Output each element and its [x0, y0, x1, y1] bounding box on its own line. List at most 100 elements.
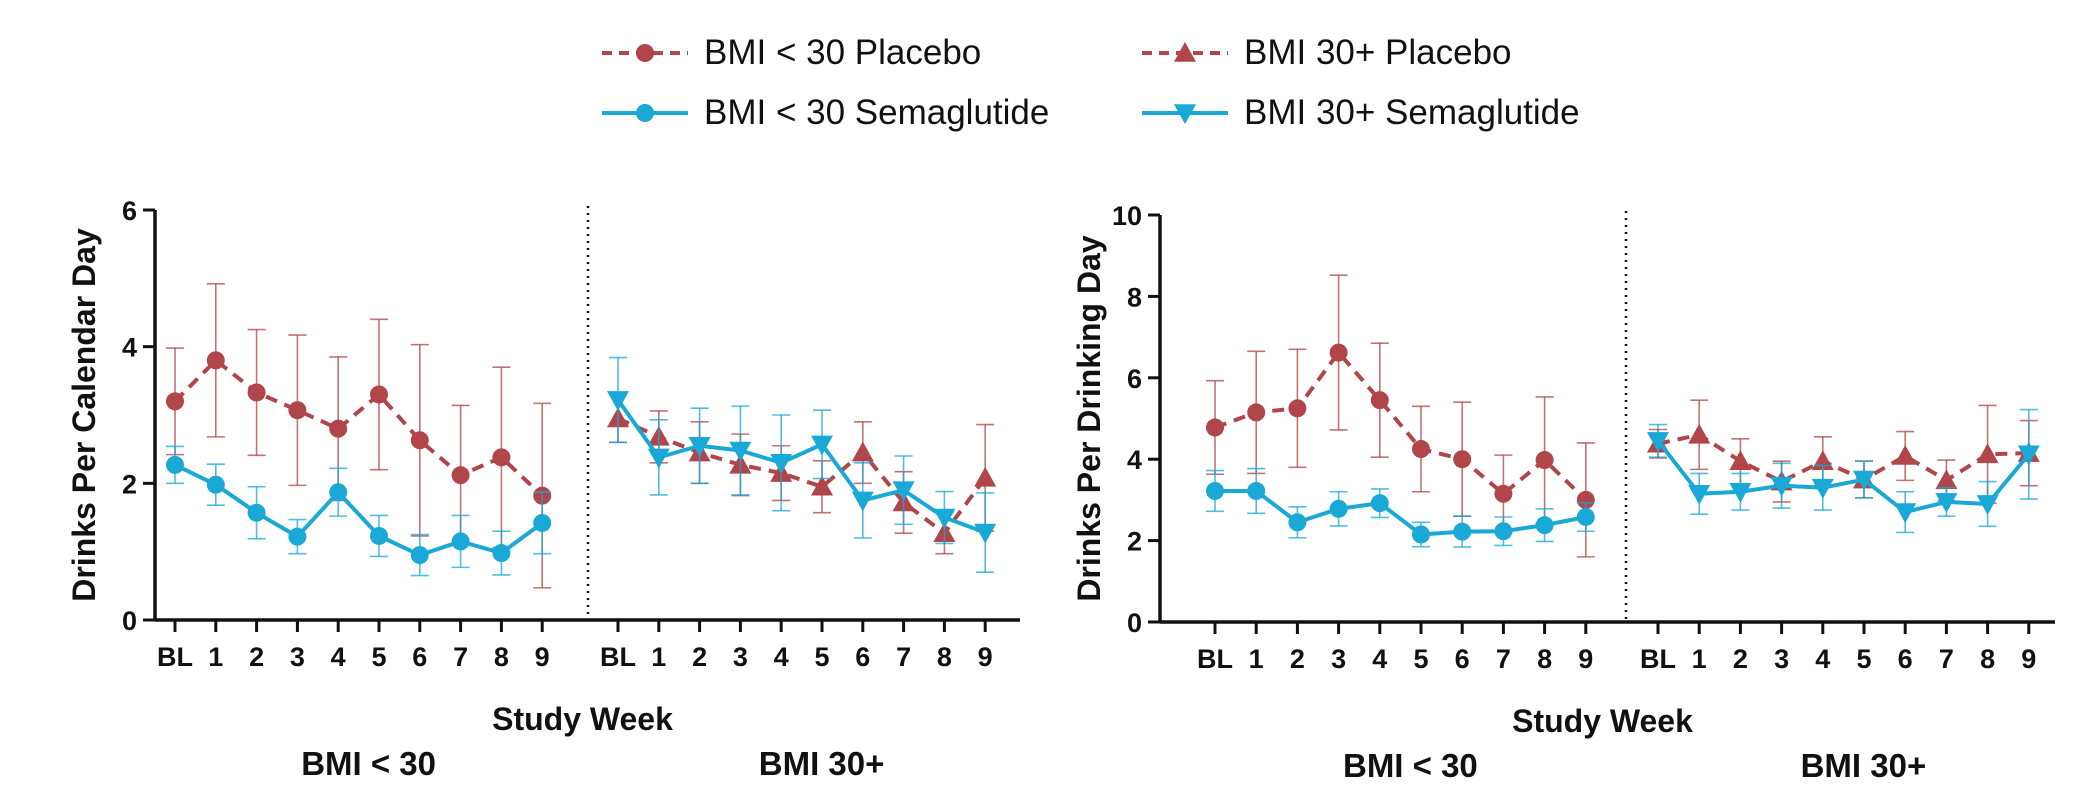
x-tick-label: 2: [249, 642, 264, 672]
data-point: [729, 441, 752, 462]
y-axis-title: Drinks Per Drinking Day: [1071, 235, 1107, 602]
series: [166, 445, 552, 577]
x-tick-label: 7: [1496, 644, 1511, 674]
data-point: [974, 523, 997, 544]
x-tick-label: 3: [1331, 644, 1346, 674]
x-tick-label: 6: [855, 642, 870, 672]
y-tick-label: 4: [122, 333, 137, 363]
data-point: [166, 392, 184, 411]
data-point: [1976, 495, 1999, 515]
x-tick-label: 4: [331, 642, 346, 672]
data-point: [1976, 443, 1999, 464]
data-point: [607, 391, 629, 411]
y-tick-label: 2: [122, 469, 137, 499]
x-tick-label: 9: [2021, 644, 2036, 674]
data-point: [247, 503, 266, 522]
x-tick-label: 2: [692, 642, 707, 672]
data-point: [1288, 399, 1307, 418]
data-point: [1576, 490, 1595, 509]
x-tick-label: 1: [1692, 644, 1707, 674]
x-tick-label: 6: [1455, 644, 1470, 674]
x-tick-label: 3: [733, 642, 748, 672]
data-point: [206, 475, 225, 494]
series-line: [617, 416, 987, 536]
x-tick-label: 5: [1856, 644, 1871, 674]
data-point: [1206, 418, 1224, 437]
data-point: [1935, 493, 1958, 513]
x-tick-label: 8: [1537, 644, 1552, 674]
x-tick-label: 5: [1413, 644, 1428, 674]
series-line: [174, 463, 544, 558]
y-axis-title: Drinks Per Calendar Day: [66, 228, 102, 602]
data-point: [1370, 391, 1389, 410]
legend-label: BMI < 30 Semaglutide: [704, 93, 1050, 132]
series: [607, 393, 997, 555]
x-tick-label: 6: [1898, 644, 1913, 674]
legend-label: BMI 30+ Placebo: [1244, 33, 1512, 72]
data-point: [1370, 494, 1389, 513]
data-point: [1288, 513, 1307, 532]
y-tick-label: 4: [1127, 445, 1142, 475]
data-point: [688, 436, 711, 457]
group-label: BMI < 30: [1343, 747, 1478, 784]
x-tick-label: 2: [1733, 644, 1748, 674]
x-tick-label: 8: [1980, 644, 1995, 674]
data-point: [770, 454, 793, 474]
data-point: [1329, 499, 1348, 518]
x-axis-title: Study Week: [1512, 703, 1693, 739]
x-tick-label: 1: [651, 642, 666, 672]
data-point: [288, 401, 307, 420]
data-point: [1535, 451, 1554, 470]
data-point: [492, 448, 511, 467]
data-point: [288, 527, 307, 546]
data-point: [166, 455, 184, 474]
x-tick-label: 2: [1290, 644, 1305, 674]
legend-swatch: [1142, 42, 1228, 62]
series: [1206, 467, 1595, 548]
data-point: [1206, 481, 1224, 500]
legend-label: BMI 30+ Semaglutide: [1244, 93, 1580, 132]
series-line: [1215, 488, 1587, 537]
data-point: [851, 491, 874, 512]
data-point: [1770, 476, 1793, 497]
x-tick-label: 1: [1249, 644, 1264, 674]
legend-swatch: [602, 44, 688, 62]
y-tick-label: 6: [1127, 364, 1142, 394]
data-point: [1494, 484, 1513, 503]
data-point: [1247, 403, 1266, 422]
data-point: [811, 435, 833, 456]
x-tick-label: 4: [1372, 644, 1387, 674]
legend-item: BMI 30+ Placebo: [1140, 28, 1512, 78]
legend-label: BMI < 30 Placebo: [704, 33, 982, 72]
x-tick-label: 8: [937, 642, 952, 672]
data-point: [1688, 484, 1711, 505]
data-point: [1894, 444, 1917, 465]
series-line: [1214, 350, 1588, 502]
series: [166, 282, 552, 589]
x-tick-label: 5: [814, 642, 829, 672]
legend-marker: [1174, 104, 1196, 124]
x-tick-label: BL: [157, 642, 193, 672]
x-tick-label: 8: [494, 642, 509, 672]
x-tick-label: 9: [535, 642, 550, 672]
x-tick-label: 4: [774, 642, 789, 672]
data-point: [492, 544, 511, 563]
data-point: [533, 513, 552, 532]
legend-item: BMI < 30 Placebo: [600, 28, 981, 78]
data-point: [1811, 478, 1834, 499]
data-point: [206, 351, 225, 370]
x-tick-label: 1: [208, 642, 223, 672]
data-point: [1494, 522, 1513, 541]
data-point: [1412, 440, 1430, 459]
data-point: [247, 383, 266, 402]
data-point: [1535, 516, 1554, 535]
x-tick-label: 5: [371, 642, 386, 672]
data-point: [974, 466, 997, 487]
x-tick-label: BL: [1640, 644, 1676, 674]
data-point: [647, 448, 670, 469]
group-label: BMI 30+: [1801, 747, 1927, 784]
group-label: BMI < 30: [301, 745, 436, 782]
y-tick-label: 8: [1127, 282, 1142, 312]
data-point: [892, 481, 915, 502]
